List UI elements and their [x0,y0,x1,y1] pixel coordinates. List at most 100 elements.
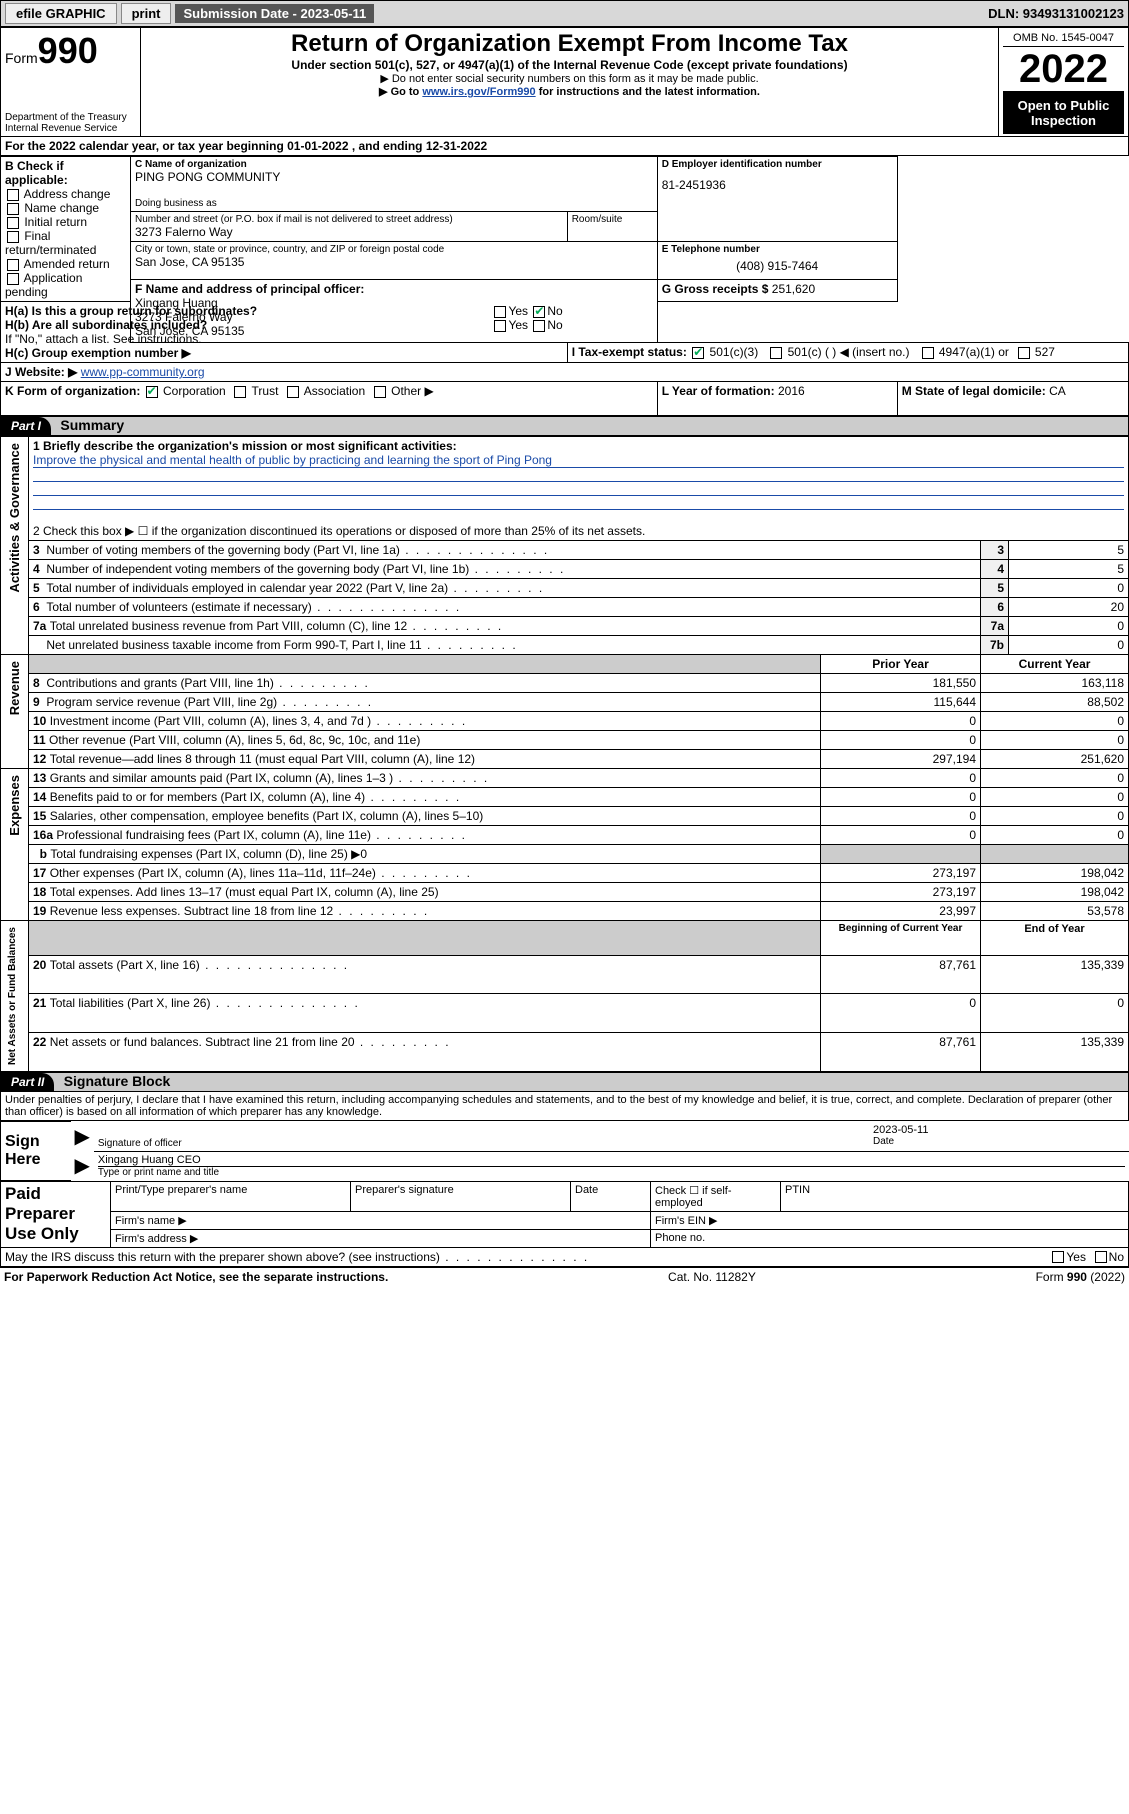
city-label: City or town, state or province, country… [135,244,653,255]
check-amended[interactable] [7,259,19,271]
firm-ein: Firm's EIN ▶ [651,1211,1129,1229]
mission-cell: 1 Briefly describe the organization's mi… [29,437,1129,541]
part1-title: Summary [54,417,124,433]
check-initial[interactable] [7,217,19,229]
paid-ptin: PTIN [781,1181,1129,1211]
discuss-no[interactable] [1095,1251,1107,1263]
print-button[interactable]: print [121,3,172,24]
i-4947[interactable] [922,347,934,359]
sign-arrow1: ▶ [71,1122,94,1152]
website-link[interactable]: www.pp-community.org [81,365,205,379]
c-name-label: C Name of organization [135,159,653,170]
paid-h1: Print/Type preparer's name [111,1181,351,1211]
discuss-row: May the IRS discuss this return with the… [0,1248,1129,1267]
paid-table: Paid Preparer Use Only Print/Type prepar… [0,1181,1129,1248]
i-501c[interactable] [770,347,782,359]
paid-title: Paid Preparer Use Only [1,1181,111,1247]
form-label: Form [5,50,38,66]
firm-addr: Firm's address ▶ [111,1229,651,1247]
side-ag: Activities & Governance [5,439,24,597]
check-final[interactable] [7,231,19,243]
footer: For Paperwork Reduction Act Notice, see … [0,1267,1129,1286]
goto-pre: ▶ Go to [379,86,422,98]
officer-print-label: Type or print name and title [98,1166,1125,1178]
part1-body: Activities & Governance 1 Briefly descri… [0,436,1129,1072]
mission-ans: Improve the physical and mental health o… [33,453,1124,468]
phone-value: (408) 915-7464 [662,255,893,277]
check-name[interactable] [7,203,19,215]
sign-table: Sign Here ▶ Signature of officer 2023-05… [0,1121,1129,1181]
j-cell: J Website: ▶ www.pp-community.org [1,363,1129,382]
c-name-cell: C Name of organization PING PONG COMMUNI… [131,157,658,212]
ein-value: 81-2451936 [662,170,893,200]
efile-label: efile GRAPHIC [5,3,117,24]
ha-label: H(a) Is this a group return for subordin… [5,304,257,318]
ha-yes[interactable] [494,306,506,318]
submission-date: Submission Date - 2023-05-11 [175,4,374,23]
mission-q: 1 Briefly describe the organization's mi… [33,439,1124,453]
hb-yes[interactable] [494,320,506,332]
subtitle: Under section 501(c), 527, or 4947(a)(1)… [145,58,994,72]
part2-num: Part II [1,1073,54,1091]
hb-no[interactable] [533,320,545,332]
dln-label: DLN: 93493131002123 [988,6,1124,21]
bcy-hdr: Beginning of Current Year [821,921,981,956]
part1-header: Part I Summary [0,416,1129,436]
room-label: Room/suite [572,214,653,225]
dept-label: Department of the Treasury [5,112,136,123]
footer-mid: Cat. No. 11282Y [668,1270,756,1284]
addr-label: Number and street (or P.O. box if mail i… [135,214,563,225]
k-assoc[interactable] [287,386,299,398]
city-cell: City or town, state or province, country… [131,242,658,280]
discuss-yes[interactable] [1052,1251,1064,1263]
paid-selfemp: Check ☐ if self-employed [651,1181,781,1211]
org-name: PING PONG COMMUNITY [135,170,653,184]
part2-header: Part II Signature Block [0,1072,1129,1092]
e-label: E Telephone number [662,244,893,255]
i-label: I Tax-exempt status: [572,345,687,359]
addr-cell: Number and street (or P.O. box if mail i… [131,212,568,242]
eoy-hdr: End of Year [981,921,1129,956]
k-corp[interactable] [146,386,158,398]
current-year-hdr: Current Year [981,655,1129,674]
i-501c3[interactable] [692,347,704,359]
h-cell: H(a) Is this a group return for subordin… [1,302,568,363]
i-527[interactable] [1018,347,1030,359]
na-spacer [29,921,821,956]
irs-label: Internal Revenue Service [5,123,136,134]
k-cell: K Form of organization: Corporation Trus… [1,382,658,416]
paid-h2: Preparer's signature [351,1181,571,1211]
header-title-cell: Return of Organization Exempt From Incom… [141,28,999,137]
line2: 2 Check this box ▶ ☐ if the organization… [33,524,1124,538]
hb-note: If "No," attach a list. See instructions… [5,332,563,346]
side-na: Net Assets or Fund Balances [5,923,20,1069]
sign-here-label: Sign Here [1,1122,71,1181]
d-e-cell: D Employer identification number 81-2451… [657,157,897,242]
ssn-note: ▶ Do not enter social security numbers o… [145,72,994,85]
open-public: Open to Public Inspection [1003,92,1124,134]
b-label: B Check if applicable: [5,159,126,187]
irs-link[interactable]: www.irs.gov/Form990 [422,86,535,98]
sign-arrow2: ▶ [71,1151,94,1180]
rev-spacer [29,655,821,674]
form-id-cell: Form990 Department of the Treasury Inter… [1,28,141,137]
form-number: 990 [38,30,98,71]
j-label: J Website: ▶ [5,365,77,379]
top-bar: efile GRAPHIC print Submission Date - 20… [0,0,1129,27]
check-address[interactable] [7,189,19,201]
hc-label: H(c) Group exemption number ▶ [5,346,563,360]
g-cell: G Gross receipts $ 251,620 [657,280,897,302]
gross-receipts: 251,620 [772,282,815,296]
part2-title: Signature Block [58,1073,171,1089]
footer-right: Form 990 (2022) [1036,1270,1125,1284]
ha-no[interactable] [533,306,545,318]
l-cell: L Year of formation: 2016 [657,382,897,416]
k-other[interactable] [374,386,386,398]
sig-officer-label: Signature of officer [98,1138,865,1149]
mission-blank1 [33,468,1124,482]
k-trust[interactable] [234,386,246,398]
m-cell: M State of legal domicile: CA [897,382,1128,416]
paid-h3: Date [571,1181,651,1211]
check-pending[interactable] [7,273,19,285]
b-cell: B Check if applicable: Address change Na… [1,157,131,302]
